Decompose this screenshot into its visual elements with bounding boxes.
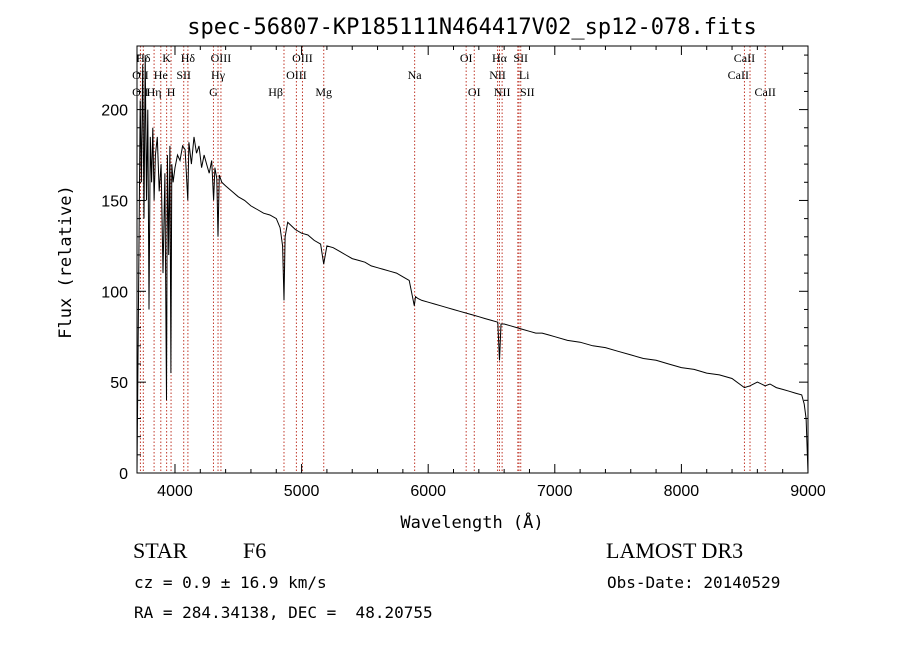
chart-title: spec-56807-KP185111N464417V02_sp12-078.f… [187, 15, 757, 40]
line-marker-label: SII [513, 51, 528, 65]
line-marker-label: Hη [147, 85, 162, 99]
x-tick-label: 7000 [537, 483, 573, 500]
line-marker-label: SII [520, 85, 535, 99]
line-marker-label: OIII [286, 68, 307, 82]
object-class: STAR [133, 538, 188, 563]
redshift-readout: cz = 0.9 ± 16.9 km/s [134, 573, 327, 592]
x-tick-label: 9000 [790, 483, 826, 500]
line-marker-label: He [154, 68, 168, 82]
line-marker-label: Hδ [181, 51, 196, 65]
x-tick-label: 6000 [410, 483, 446, 500]
line-marker-label: OI [468, 85, 481, 99]
line-marker-label: Hδ [136, 51, 151, 65]
line-marker-label: G [209, 85, 218, 99]
line-marker-label: H [167, 85, 176, 99]
line-marker-label: CaII [755, 85, 776, 99]
y-tick-label: 0 [119, 466, 128, 483]
y-axis: 0 50 100 150 200 [101, 54, 808, 483]
object-subclass: F6 [243, 538, 267, 563]
spectrum-series-line [136, 55, 809, 474]
spectral-line-markers [139, 46, 766, 473]
line-marker-label: NII [494, 85, 511, 99]
line-marker-label: Na [408, 68, 423, 82]
line-marker-label: Mg [315, 85, 332, 99]
y-tick-label: 200 [101, 103, 128, 120]
line-marker-label: OIII [211, 51, 232, 65]
line-marker-label: OI [460, 51, 473, 65]
line-marker-label: CaII [734, 51, 755, 65]
survey-label: LAMOST DR3 [606, 538, 744, 563]
x-tick-label: 8000 [664, 483, 700, 500]
y-tick-label: 150 [101, 193, 128, 210]
line-marker-label: NII [489, 68, 506, 82]
line-marker-label: OIII [292, 51, 313, 65]
x-axis: 4000 5000 6000 7000 8000 9000 [157, 46, 826, 500]
x-tick-label: 5000 [284, 483, 320, 500]
plot-frame [136, 45, 809, 474]
line-marker-label: K [162, 51, 171, 65]
y-tick-label: 100 [101, 284, 128, 301]
line-marker-label: OII [132, 68, 149, 82]
x-tick-label: 4000 [157, 483, 193, 500]
line-marker-label: Hα [492, 51, 508, 65]
line-marker-label: Hγ [211, 68, 226, 82]
spectral-line-labels: Hδ K Hδ OIII OIII OI Hα SII CaII OII He SII Hγ OIII Na… [132, 51, 776, 99]
y-tick-label: 50 [110, 375, 128, 392]
y-axis-label: Flux (relative) [56, 185, 76, 339]
coordinates-readout: RA = 284.34138, DEC = 48.20755 [134, 603, 433, 622]
line-marker-label: Hβ [268, 85, 283, 99]
x-axis-label: Wavelength (Å) [400, 511, 543, 533]
observation-date: Obs-Date: 20140529 [607, 573, 781, 592]
line-marker-label: Li [519, 68, 530, 82]
line-marker-label: CaII [728, 68, 749, 82]
line-marker-label: SII [176, 68, 191, 82]
